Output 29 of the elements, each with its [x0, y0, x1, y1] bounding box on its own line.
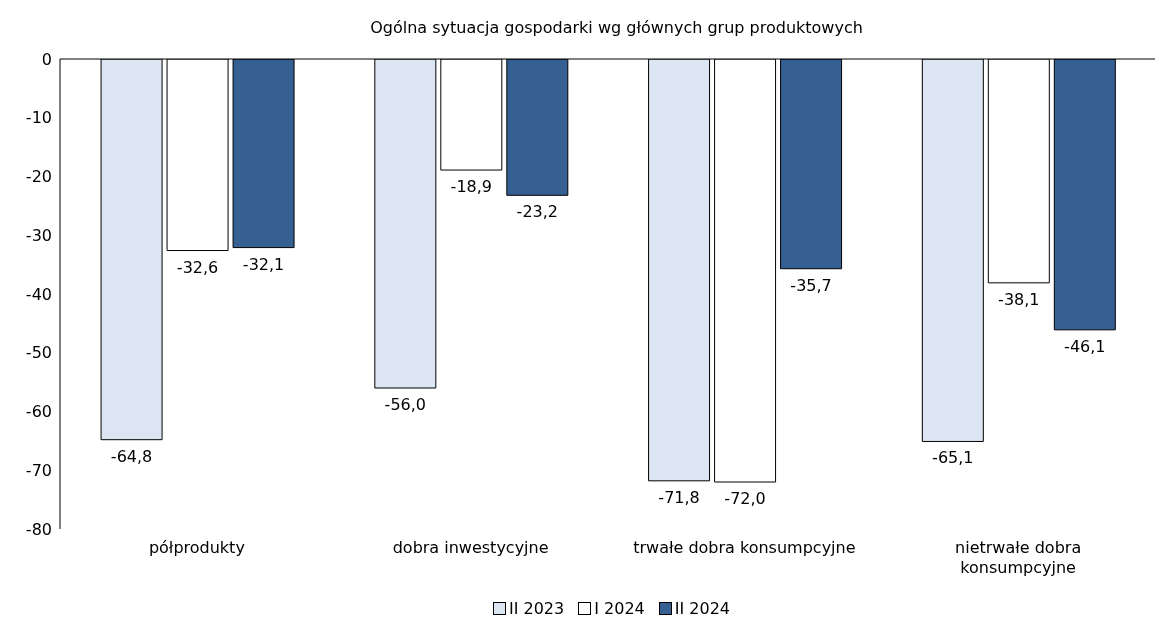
x-tick-label: trwałe dobra konsumpcyjne: [633, 538, 856, 557]
y-tick-label: -50: [25, 343, 52, 363]
data-label: -32,1: [242, 254, 285, 274]
x-tick-label: dobra inwestycyjne: [392, 538, 549, 557]
chart-title: Ogólna sytuacja gospodarki wg głównych grup produktowych: [369, 17, 864, 39]
data-label: -32,6: [176, 257, 219, 277]
y-tick-label: -40: [25, 284, 52, 304]
y-tick-label: -60: [25, 402, 52, 422]
legend-label: II 2024: [674, 599, 731, 618]
y-tick-label: -30: [25, 225, 52, 245]
y-tick-label: -70: [25, 460, 52, 480]
data-label: -71,8: [658, 487, 700, 507]
data-label: -23,2: [516, 202, 559, 222]
data-label: -35,7: [790, 275, 832, 295]
data-label: -65,1: [932, 448, 974, 468]
x-tick-label: półprodukty: [148, 538, 245, 557]
y-tick-label: -80: [25, 519, 52, 539]
data-label: -38,1: [998, 289, 1040, 309]
y-tick-label: -10: [25, 108, 52, 128]
x-tick-label: nietrwałe dobra konsumpcyjne: [955, 538, 1082, 577]
data-label: -56,0: [384, 395, 427, 414]
legend-label: I 2024: [594, 599, 645, 618]
y-tick-label: -20: [25, 167, 52, 187]
data-label: -72,0: [724, 489, 766, 508]
legend-label: II 2023: [508, 599, 565, 618]
data-label: -18,9: [450, 177, 493, 197]
y-tick-label: 0: [41, 49, 52, 69]
data-label: -46,1: [1064, 336, 1106, 356]
data-label: -64,8: [110, 446, 153, 466]
